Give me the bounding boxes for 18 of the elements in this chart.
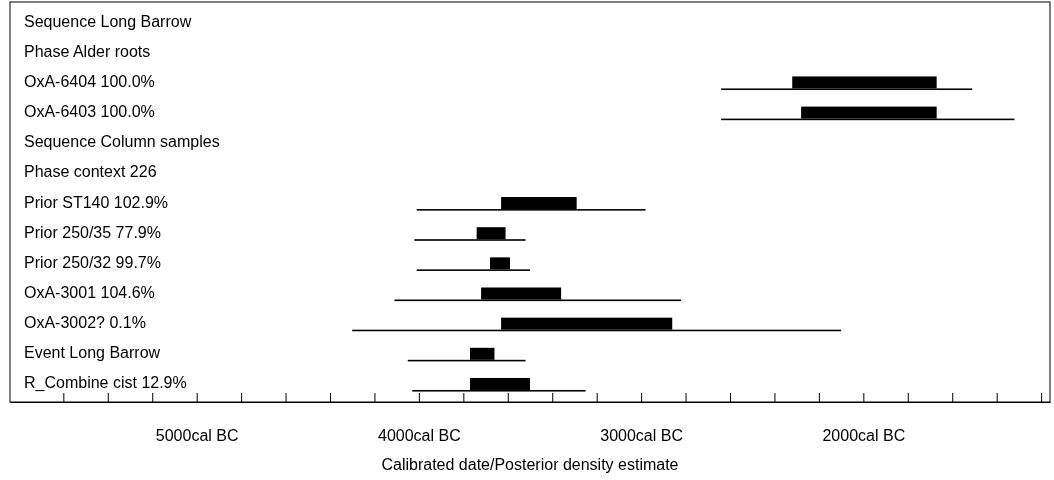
y-tick-label: OxA-3002? 0.1% [24, 314, 146, 332]
y-tick-label: Sequence Long Barrow [24, 12, 192, 30]
y-tick-label: R_Combine cist 12.9% [24, 374, 187, 393]
y-tick-label: OxA-3001 104.6% [24, 284, 155, 301]
x-tick-label: 3000cal BC [600, 427, 683, 445]
x-axis-title: Calibrated date/Posterior density estimate [381, 456, 679, 473]
x-tick-label: 2000cal BC [822, 427, 906, 445]
x-tick-label: 5000cal BC [155, 427, 239, 445]
y-tick-label: Prior ST140 102.9% [24, 193, 169, 211]
y-tick-label: Sequence Column samples [24, 133, 220, 151]
y-tick-label: Event Long Barrow [24, 344, 161, 362]
y-tick-label: OxA-6404 100.0% [24, 72, 155, 90]
y-tick-label: OxA-6403 100.0% [24, 103, 155, 121]
y-tick-label: Phase Alder roots [24, 42, 151, 60]
y-tick-label: Prior 250/35 77.9% [24, 223, 161, 241]
x-tick-label: 4000cal BC [378, 427, 461, 445]
y-tick-label: Phase context 226 [24, 163, 157, 181]
y-tick-label: Prior 250/32 99.7% [24, 253, 161, 271]
